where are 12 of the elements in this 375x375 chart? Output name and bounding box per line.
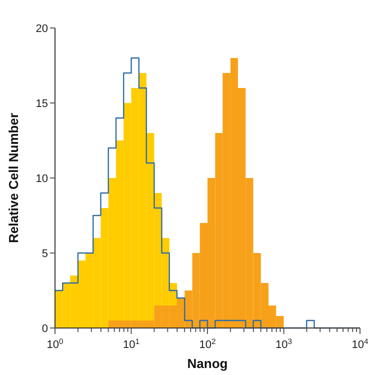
x-tick-label: 10$^{4}$ [352, 336, 369, 351]
y-tick-label: 10 [36, 173, 48, 185]
y-tick-label: 0 [42, 323, 48, 335]
y-axis-title: Relative Cell Number [6, 112, 21, 244]
x-tick-label: 10$^{1}$ [122, 336, 140, 351]
y-tick-label: 15 [36, 98, 48, 110]
x-tick-label: 10$^{3}$ [275, 336, 292, 351]
x-tick-label: 10$^{0}$ [46, 336, 64, 351]
y-tick-label: 5 [42, 248, 48, 260]
x-tick-label: 10$^{2}$ [199, 336, 216, 351]
y-tick-label: 20 [36, 23, 48, 35]
x-axis-title: Nanog [187, 356, 228, 371]
